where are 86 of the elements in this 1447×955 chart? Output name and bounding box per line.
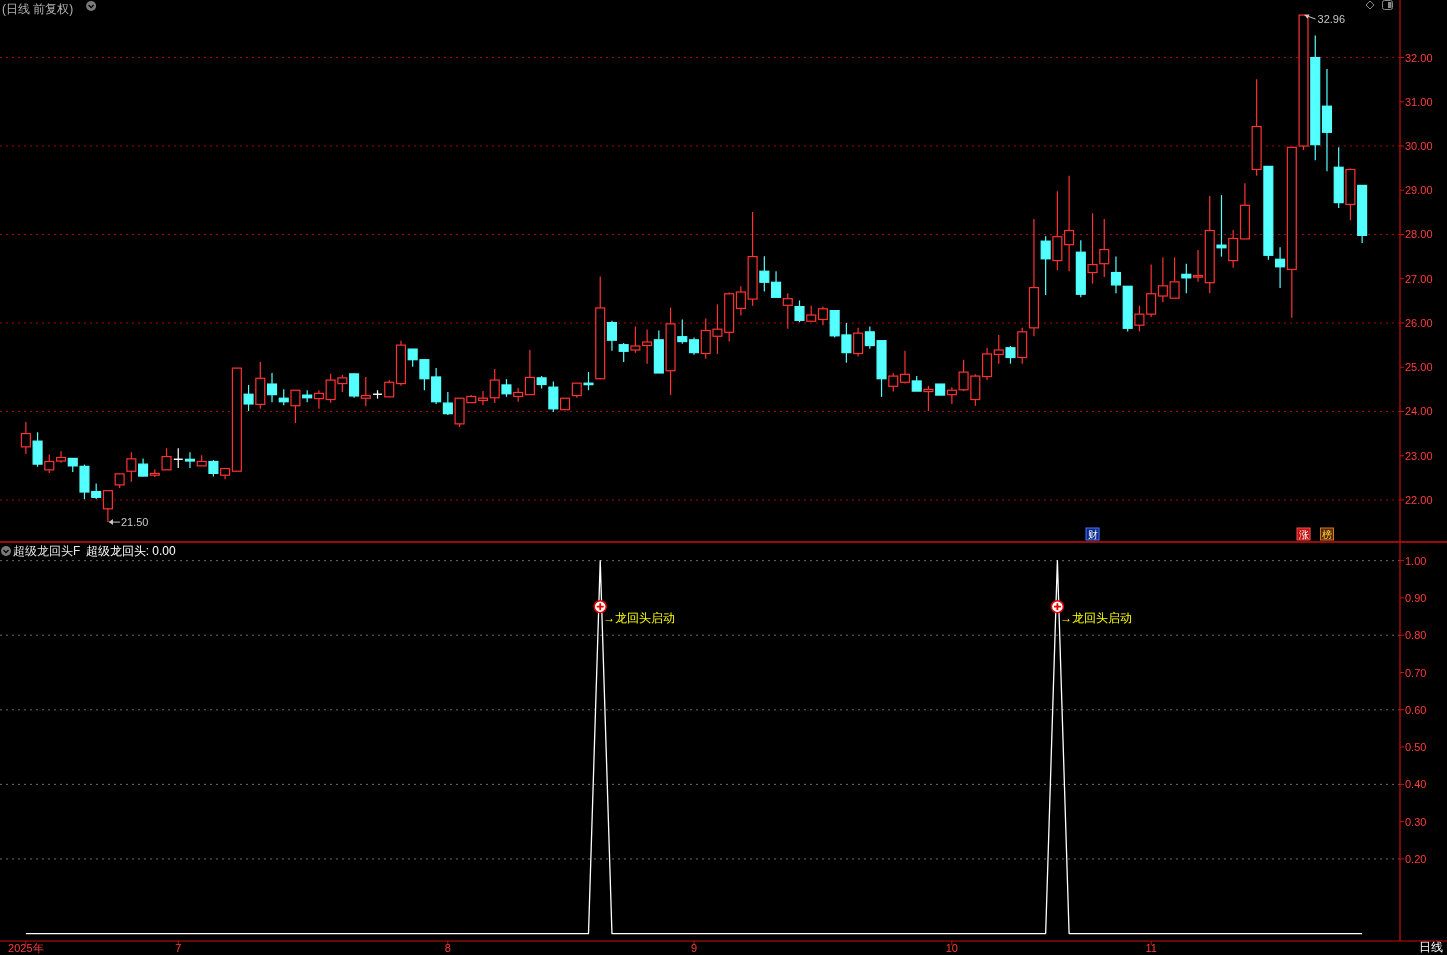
x-tick-label: 8 <box>444 942 451 954</box>
annotation: →龙回头启动 <box>603 610 676 625</box>
candlestick <box>243 384 254 412</box>
chart-title: 超级龙回头F <box>13 544 81 558</box>
x-tick-label: 10 <box>945 942 958 954</box>
candlestick <box>32 431 43 468</box>
y-tick-label: 0.80 <box>1405 629 1427 642</box>
text: 超级龙回头: 0.00 <box>85 544 177 558</box>
x-tick-label: 7 <box>175 942 182 954</box>
y-tick-label: 0.70 <box>1405 666 1427 679</box>
y-tick-label: 24.00 <box>1405 405 1433 418</box>
candlestick <box>20 421 31 455</box>
y-tick-label: 25.00 <box>1405 361 1433 374</box>
y-tick-label: 0.20 <box>1405 852 1427 865</box>
candlestick <box>1181 263 1192 294</box>
candlestick <box>548 380 559 413</box>
candlestick <box>946 386 957 405</box>
candlestick <box>606 320 617 352</box>
candlestick <box>782 292 793 330</box>
y-tick-label: 28.00 <box>1405 228 1433 241</box>
y-tick-label: 32.00 <box>1405 51 1433 64</box>
candlestick <box>642 329 653 365</box>
candlestick <box>981 347 993 381</box>
x-tick-label: 11 <box>1145 942 1157 954</box>
annotation: →龙回头启动 <box>1060 610 1133 625</box>
candlestick <box>853 327 864 358</box>
y-tick-label: 0.90 <box>1405 591 1427 604</box>
candlestick <box>524 349 535 396</box>
candlestick <box>360 376 371 407</box>
x-tick-label: 9 <box>690 942 698 954</box>
candlestick <box>266 372 278 403</box>
y-tick-label: 1.00 <box>1405 554 1427 567</box>
candlestick <box>102 490 113 523</box>
candlestick <box>771 270 782 298</box>
candlestick <box>442 391 453 416</box>
annotation: 32.96 <box>1317 13 1346 26</box>
candlestick <box>184 451 196 469</box>
candlestick <box>677 318 688 345</box>
candlestick <box>888 372 899 393</box>
y-tick-label: 31.00 <box>1405 95 1433 108</box>
candlestick <box>759 255 770 293</box>
y-tick-label: 0.50 <box>1405 741 1427 754</box>
candlestick <box>1040 235 1051 296</box>
y-tick-label: 29.00 <box>1405 184 1433 197</box>
candlestick <box>1275 246 1286 289</box>
candlestick <box>161 447 172 471</box>
annotation: 涨 <box>1298 528 1309 540</box>
chart-title: (日线 前复权) <box>2 2 74 16</box>
x-tick-label: 2025年 <box>8 942 44 954</box>
candlestick <box>1099 218 1110 278</box>
candlestick <box>44 453 55 474</box>
candlestick <box>138 457 149 478</box>
candlestick <box>1052 190 1063 271</box>
candlestick <box>477 390 489 406</box>
y-tick-label: 22.00 <box>1405 493 1433 506</box>
candlestick <box>735 285 746 317</box>
candlestick <box>349 373 360 399</box>
text: 日线 <box>1419 940 1443 954</box>
y-tick-label: 23.00 <box>1405 449 1433 462</box>
y-tick-label: 30.00 <box>1405 140 1433 153</box>
y-tick-label: 0.30 <box>1405 815 1427 828</box>
candlestick <box>489 368 500 404</box>
y-tick-label: 0.40 <box>1405 778 1427 791</box>
y-tick-label: 0.60 <box>1405 703 1427 716</box>
candlestick <box>1216 194 1227 258</box>
y-tick-label: 26.00 <box>1405 316 1433 329</box>
candlestick <box>1087 212 1098 285</box>
candlestick <box>618 342 629 363</box>
candlestick <box>899 350 911 385</box>
annotation: 21.50 <box>120 516 149 529</box>
candlestick <box>313 389 324 410</box>
candlestick <box>290 389 301 424</box>
candlestick <box>630 325 641 354</box>
candlestick <box>1064 175 1075 272</box>
candlestick <box>817 306 828 326</box>
candlestick <box>794 299 805 323</box>
candlestick <box>55 450 67 464</box>
candlestick <box>1192 249 1204 283</box>
y-tick-label: 27.00 <box>1405 272 1433 285</box>
candlestick <box>1228 229 1239 269</box>
annotation: 财 <box>1087 528 1098 540</box>
candlestick <box>993 334 1004 365</box>
candlestick <box>126 451 137 483</box>
candlestick <box>923 385 934 412</box>
candlestick <box>1110 256 1122 294</box>
annotation: 榜 <box>1321 528 1332 540</box>
